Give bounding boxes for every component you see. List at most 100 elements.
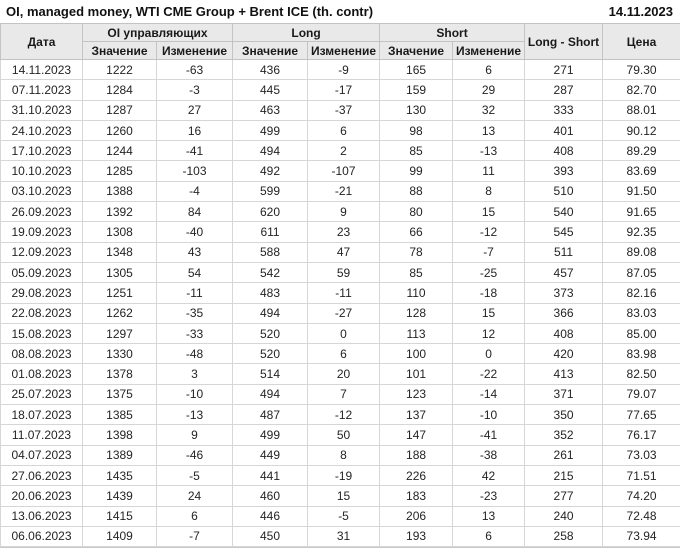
short-value-cell: 85 xyxy=(379,261,454,284)
short-change-cell: -22 xyxy=(452,363,526,385)
table-row: 06.06.2023 1409 -7 450 31 193 6 258 73.94 xyxy=(0,525,680,548)
long-value-cell: 599 xyxy=(232,180,309,203)
table-row: 31.10.2023 1287 27 463 -37 130 32 333 88.01 xyxy=(0,99,680,121)
table-row: 01.08.2023 1378 3 514 20 101 -22 413 82.50 xyxy=(0,363,680,385)
long-value-cell: 494 xyxy=(232,302,309,324)
long-change-cell: -21 xyxy=(307,180,381,203)
oi-value-cell: 1398 xyxy=(82,424,157,446)
table-row: 04.07.2023 1389 -46 449 8 188 -38 261 73.03 xyxy=(0,444,680,466)
oi-change-cell: 27 xyxy=(155,99,234,121)
table-row: 14.11.2023 1222 -63 436 -9 165 6 271 79.30 xyxy=(0,58,680,81)
oi-value-cell: 1260 xyxy=(82,119,157,142)
oi-change-cell: 3 xyxy=(155,363,234,385)
date-cell: 26.09.2023 xyxy=(0,201,83,223)
table-row: 29.08.2023 1251 -11 483 -11 110 -18 373 82.16 xyxy=(0,282,680,304)
short-change-cell: 6 xyxy=(452,58,526,81)
long-value-cell: 492 xyxy=(232,160,309,182)
header-short-group: Short xyxy=(379,23,526,42)
oi-value-cell: 1244 xyxy=(82,140,157,162)
oi-change-cell: -13 xyxy=(155,404,234,426)
long-value-cell: 487 xyxy=(232,404,309,426)
short-change-cell: -13 xyxy=(452,140,526,162)
table-row: 12.09.2023 1348 43 588 47 78 -7 511 89.08 xyxy=(0,241,680,263)
long-short-cell: 408 xyxy=(524,322,604,345)
oi-change-cell: 24 xyxy=(155,485,234,507)
long-value-cell: 514 xyxy=(232,363,309,385)
table-row: 07.11.2023 1284 -3 445 -17 159 29 287 82.70 xyxy=(0,79,680,101)
short-change-cell: 6 xyxy=(452,525,526,548)
date-cell: 25.07.2023 xyxy=(0,383,83,406)
oi-value-cell: 1415 xyxy=(82,505,157,527)
long-change-cell: 23 xyxy=(307,221,381,243)
price-cell: 82.16 xyxy=(602,282,680,304)
short-value-cell: 110 xyxy=(379,282,454,304)
long-value-cell: 446 xyxy=(232,505,309,527)
table-row: 27.06.2023 1435 -5 441 -19 226 42 215 71.51 xyxy=(0,464,680,487)
date-cell: 12.09.2023 xyxy=(0,241,83,263)
oi-change-cell: -63 xyxy=(155,58,234,81)
long-change-cell: 7 xyxy=(307,383,381,406)
oi-change-cell: -4 xyxy=(155,180,234,203)
long-short-cell: 261 xyxy=(524,444,604,466)
long-short-cell: 511 xyxy=(524,241,604,263)
oi-change-cell: -7 xyxy=(155,525,234,548)
short-value-cell: 88 xyxy=(379,180,454,203)
header-long-value: Значение xyxy=(232,41,309,60)
price-cell: 90.12 xyxy=(602,119,680,142)
long-change-cell: -37 xyxy=(307,99,381,121)
price-cell: 85.00 xyxy=(602,322,680,345)
oi-change-cell: 16 xyxy=(155,119,234,142)
header-oi-change: Изменение xyxy=(155,41,234,60)
header-short-change: Изменение xyxy=(452,41,526,60)
table-row: 08.08.2023 1330 -48 520 6 100 0 420 83.98 xyxy=(0,343,680,365)
oi-change-cell: -103 xyxy=(155,160,234,182)
date-cell: 08.08.2023 xyxy=(0,343,83,365)
date-cell: 03.10.2023 xyxy=(0,180,83,203)
oi-value-cell: 1308 xyxy=(82,221,157,243)
report-date: 14.11.2023 xyxy=(608,4,673,19)
long-change-cell: -9 xyxy=(307,58,381,81)
short-change-cell: -10 xyxy=(452,404,526,426)
short-value-cell: 165 xyxy=(379,58,454,81)
date-cell: 10.10.2023 xyxy=(0,160,83,182)
oi-data-table: Дата OI управляющих Long Short Long - Sh… xyxy=(0,23,680,548)
header-oi-group: OI управляющих xyxy=(81,23,234,42)
short-value-cell: 123 xyxy=(379,383,454,406)
short-change-cell: -38 xyxy=(452,444,526,466)
short-change-cell: -14 xyxy=(452,383,526,406)
long-short-cell: 540 xyxy=(524,201,604,223)
short-change-cell: -18 xyxy=(452,282,526,304)
date-cell: 06.06.2023 xyxy=(0,525,83,548)
short-value-cell: 206 xyxy=(379,505,454,527)
oi-change-cell: -35 xyxy=(155,302,234,324)
header-date: Дата xyxy=(0,23,83,60)
short-change-cell: 13 xyxy=(452,119,526,142)
date-cell: 20.06.2023 xyxy=(0,485,83,507)
table-row: 20.06.2023 1439 24 460 15 183 -23 277 74.20 xyxy=(0,485,680,507)
short-value-cell: 159 xyxy=(379,79,454,101)
oi-change-cell: -5 xyxy=(155,464,234,487)
oi-change-cell: -11 xyxy=(155,282,234,304)
date-cell: 04.07.2023 xyxy=(0,444,83,466)
long-value-cell: 620 xyxy=(232,201,309,223)
long-value-cell: 460 xyxy=(232,485,309,507)
oi-value-cell: 1388 xyxy=(82,180,157,203)
table-row: 25.07.2023 1375 -10 494 7 123 -14 371 79.07 xyxy=(0,383,680,406)
long-change-cell: -27 xyxy=(307,302,381,324)
table-row: 15.08.2023 1297 -33 520 0 113 12 408 85.00 xyxy=(0,322,680,345)
oi-value-cell: 1435 xyxy=(82,464,157,487)
long-change-cell: 50 xyxy=(307,424,381,446)
table-row: 17.10.2023 1244 -41 494 2 85 -13 408 89.29 xyxy=(0,140,680,162)
short-value-cell: 193 xyxy=(379,525,454,548)
price-cell: 73.03 xyxy=(602,444,680,466)
oi-change-cell: 9 xyxy=(155,424,234,446)
price-cell: 87.05 xyxy=(602,261,680,284)
table-row: 18.07.2023 1385 -13 487 -12 137 -10 350 77.65 xyxy=(0,404,680,426)
date-cell: 01.08.2023 xyxy=(0,363,83,385)
long-short-cell: 457 xyxy=(524,261,604,284)
short-value-cell: 78 xyxy=(379,241,454,263)
long-value-cell: 449 xyxy=(232,444,309,466)
short-change-cell: -41 xyxy=(452,424,526,446)
oi-value-cell: 1262 xyxy=(82,302,157,324)
